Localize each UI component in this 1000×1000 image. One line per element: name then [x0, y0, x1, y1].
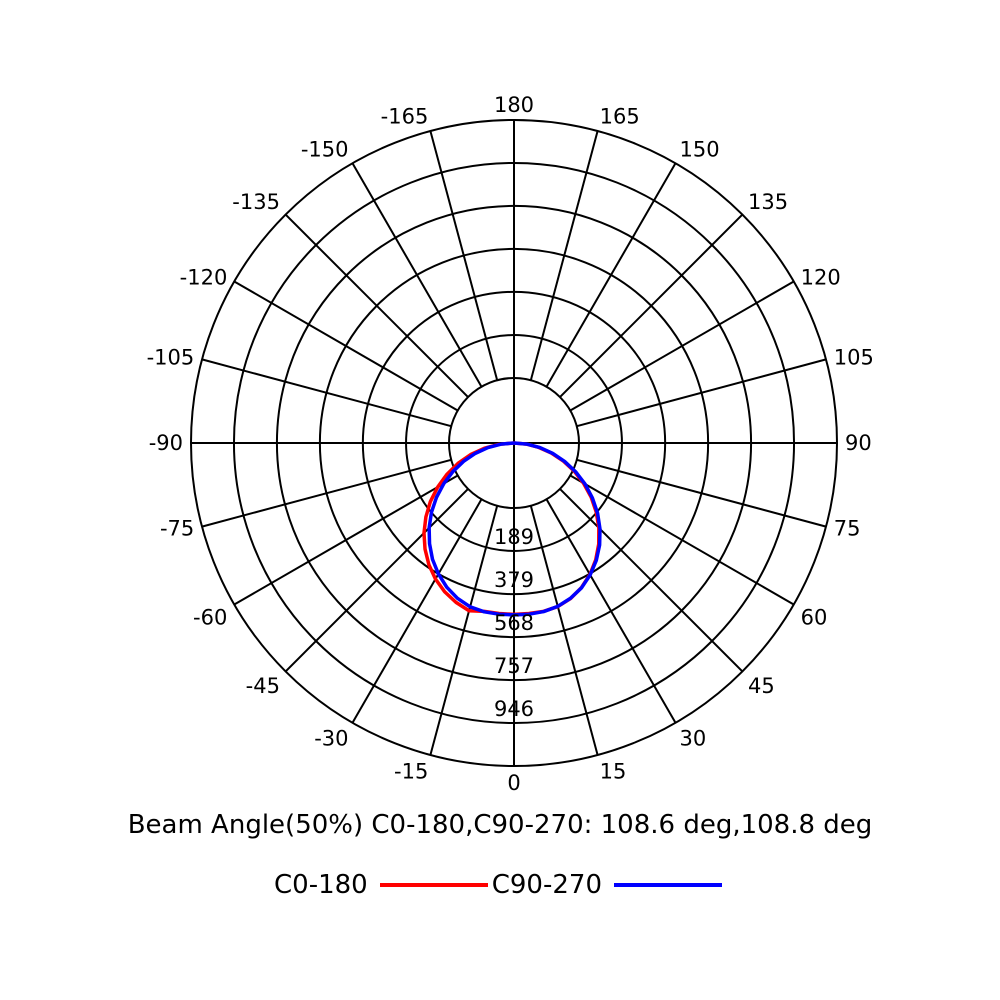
ring-label: 189 — [494, 525, 534, 549]
grid-spokes — [191, 120, 837, 766]
series-line-c90-270 — [427, 441, 602, 617]
ring-label: 379 — [494, 568, 534, 592]
legend-swatch-c0-180 — [379, 883, 488, 887]
spoke--150 — [351, 162, 483, 388]
spoke-105 — [576, 358, 827, 428]
angle-label: -90 — [149, 431, 183, 455]
spoke--45 — [284, 488, 469, 673]
ring-label: 757 — [494, 654, 534, 678]
angle-label: -165 — [381, 104, 429, 128]
spoke--105 — [201, 358, 452, 428]
ring-labels: 189 379 568 757 946 — [494, 525, 534, 721]
legend-label-c0-180: C0-180 — [274, 870, 368, 900]
angle-labels: 180 1651501351201059075604530150-15-30-45… — [147, 93, 874, 795]
angle-label: -135 — [232, 190, 280, 214]
angle-label: 105 — [834, 345, 874, 369]
spoke-45 — [559, 488, 744, 673]
angle-label: -105 — [147, 345, 195, 369]
angle-label: -120 — [180, 266, 228, 290]
spoke--30 — [351, 498, 483, 724]
spoke--120 — [233, 280, 459, 412]
legend: C0-180 C90-270 — [0, 870, 1000, 900]
spoke--15 — [429, 505, 499, 756]
spoke--75 — [201, 458, 452, 528]
legend-swatch-c90-270 — [613, 883, 722, 887]
angle-label: 45 — [748, 674, 775, 698]
angle-label: 120 — [801, 266, 841, 290]
ring-label: 568 — [494, 611, 534, 635]
angle-label: 90 — [845, 431, 872, 455]
legend-item-c0-180: C0-180 — [274, 870, 492, 900]
spoke-30 — [545, 498, 677, 724]
legend-label-c90-270: C90-270 — [491, 870, 602, 900]
angle-label: 150 — [680, 137, 720, 161]
angle-label: -60 — [193, 606, 227, 630]
angle-label: 60 — [801, 606, 828, 630]
spoke--165 — [429, 130, 499, 381]
ring-label: 946 — [494, 697, 534, 721]
angle-label: 30 — [680, 727, 707, 751]
spoke-135 — [559, 213, 744, 398]
spoke--135 — [284, 213, 469, 398]
angle-label: -75 — [160, 517, 194, 541]
angle-label: 15 — [600, 760, 627, 784]
beam-angle-caption: Beam Angle(50%) C0-180,C90-270: 108.6 de… — [127, 810, 873, 840]
angle-label: -30 — [314, 727, 348, 751]
spoke-75 — [576, 458, 827, 528]
legend-item-c90-270: C90-270 — [492, 870, 726, 900]
spoke-60 — [569, 474, 795, 606]
angle-label: 0 — [507, 771, 520, 795]
angle-label: -15 — [394, 760, 428, 784]
angle-label: 165 — [600, 104, 640, 128]
series-lines — [422, 441, 602, 617]
angle-label: 75 — [834, 517, 861, 541]
angle-label: -45 — [246, 674, 280, 698]
spoke-150 — [545, 162, 677, 388]
angle-label: 135 — [748, 190, 788, 214]
spoke-165 — [529, 130, 599, 381]
angle-label: -150 — [301, 137, 349, 161]
spoke-15 — [529, 505, 599, 756]
angle-label: 180 — [494, 93, 534, 117]
spoke--60 — [233, 474, 459, 606]
spoke-120 — [569, 280, 795, 412]
